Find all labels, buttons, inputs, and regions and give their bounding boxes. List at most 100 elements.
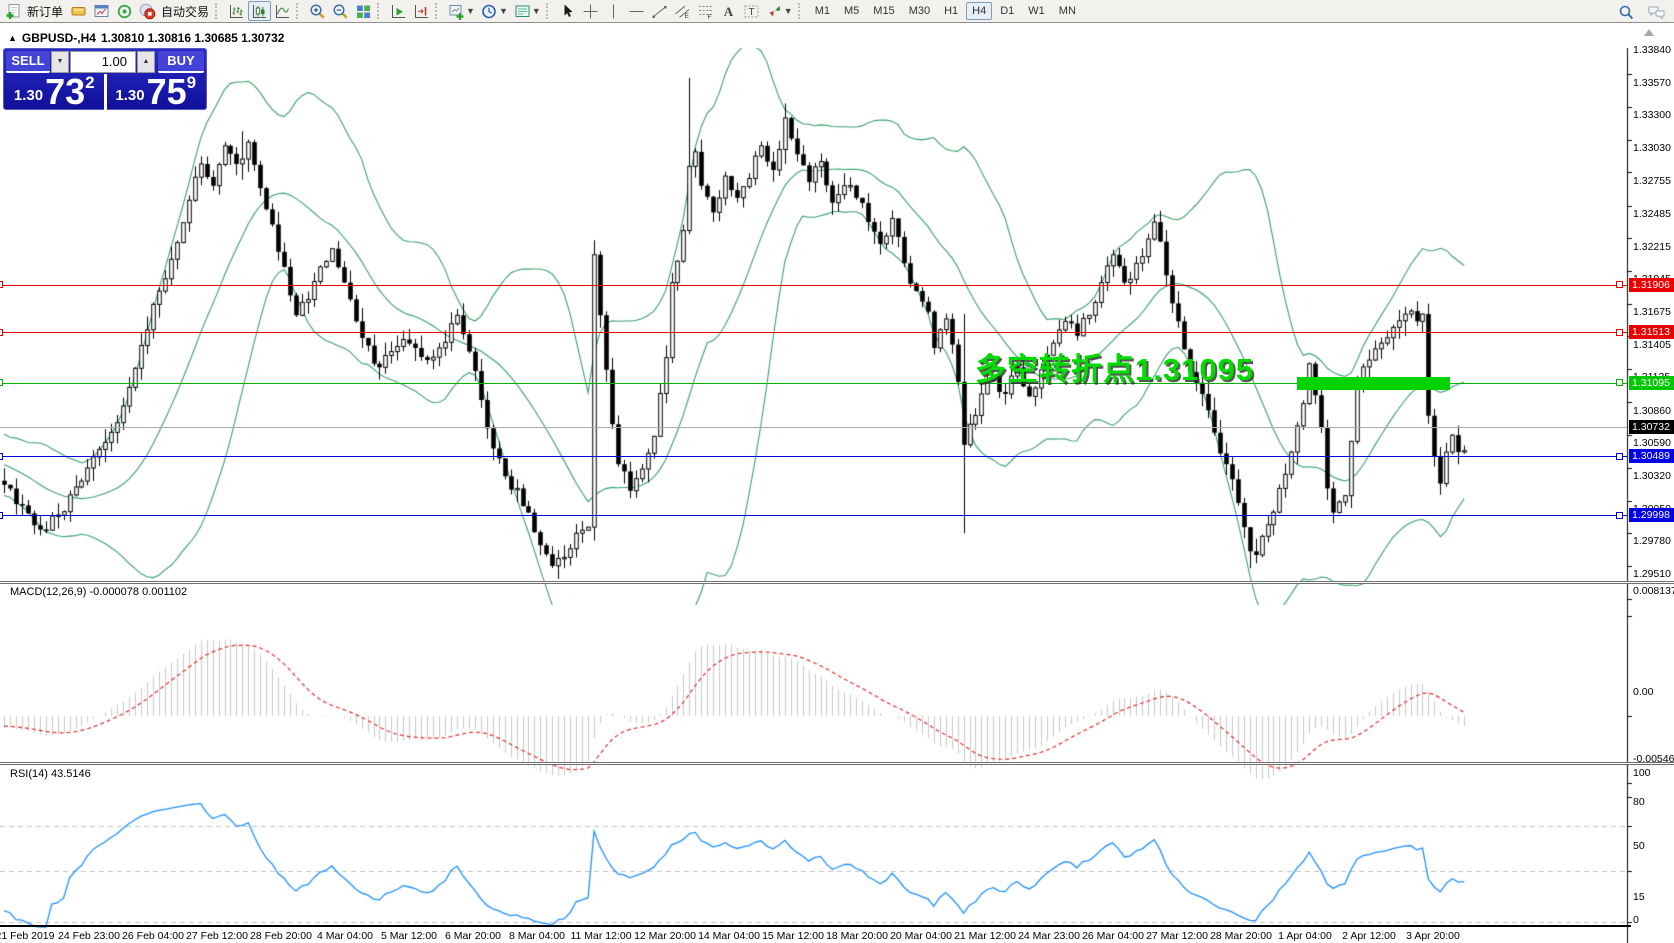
time-tick-label: 27 Mar 12:00 — [1146, 930, 1208, 942]
price-tick-label: 1.30590 — [1633, 437, 1671, 450]
line-anchor-handle[interactable] — [1616, 379, 1623, 387]
tab-timeframe-H4[interactable]: H4 — [966, 2, 993, 20]
zoom-in-button[interactable] — [306, 1, 329, 21]
chat-icon[interactable] — [1644, 2, 1669, 22]
bar-chart-button[interactable] — [225, 1, 248, 21]
tab-timeframe-MN[interactable]: MN — [1058, 5, 1076, 17]
fibonacci-button[interactable]: F — [694, 1, 717, 21]
support-line[interactable] — [0, 456, 1627, 458]
line-anchor-handle[interactable] — [1616, 328, 1623, 336]
zoom-out-button[interactable] — [329, 1, 352, 21]
one-click-trading-panel: SELL ▼ 1.00 ▲ BUY 1.30 73 2 1.30 75 9 — [3, 48, 207, 110]
new-order-label[interactable]: 新订单 — [27, 4, 64, 19]
templates-button[interactable]: ▼ — [511, 1, 544, 21]
panel-collapse-icon[interactable]: ▲ — [8, 33, 17, 43]
new-window-button[interactable] — [90, 1, 113, 21]
periods-button[interactable]: ▼ — [478, 1, 511, 21]
support-line[interactable] — [0, 515, 1627, 517]
new-chart-button[interactable]: ▼ — [445, 1, 478, 21]
arrows-button[interactable]: ▼ — [763, 1, 796, 21]
tab-timeframe-D1[interactable]: D1 — [1000, 5, 1015, 17]
autotrading-label[interactable]: 自动交易 — [161, 4, 210, 19]
line-anchor-handle[interactable] — [1616, 452, 1623, 460]
current-price-line[interactable] — [0, 426, 1627, 428]
price-tick-label: 1.31405 — [1633, 338, 1671, 351]
pane-divider-macd[interactable] — [0, 581, 1674, 584]
chart-canvas[interactable] — [0, 24, 1674, 943]
chevron-down-icon[interactable]: ▼ — [783, 6, 793, 16]
price-tick-label: 1.33840 — [1633, 43, 1671, 56]
line-anchor-handle[interactable] — [0, 281, 3, 288]
toolbar-grip — [545, 3, 552, 19]
time-tick-label: 8 Mar 04:00 — [508, 930, 566, 942]
line-anchor-handle[interactable] — [0, 511, 3, 519]
tab-timeframe-M30[interactable]: M30 — [908, 5, 931, 17]
volume-decrease-button[interactable]: ▼ — [51, 51, 69, 73]
chevron-down-icon[interactable]: ▼ — [466, 6, 475, 16]
buy-price-prefix: 1.30 — [115, 87, 145, 104]
text-button[interactable]: A — [717, 1, 740, 21]
pivot-highlight-bar[interactable] — [1297, 377, 1450, 390]
sell-price-pip: 2 — [85, 73, 95, 92]
price-tick-label: 1.33570 — [1633, 76, 1671, 89]
tab-timeframe-H1[interactable]: H1 — [944, 5, 959, 17]
autotrading-button[interactable] — [136, 1, 159, 21]
chart-shift-icon — [413, 3, 430, 20]
chart-shift-button[interactable] — [410, 1, 433, 21]
time-tick-label: 21 Feb 2019 — [0, 930, 55, 942]
label-button[interactable]: T — [740, 1, 763, 21]
horizontal-line-button[interactable] — [625, 1, 648, 21]
tab-timeframe-W1[interactable]: W1 — [1028, 5, 1045, 17]
sell-price[interactable]: 1.30 73 2 — [6, 73, 103, 110]
price-scale-arrow-icon[interactable] — [1644, 29, 1654, 36]
toolbar-grip — [215, 3, 221, 19]
volume-input[interactable]: 1.00 — [70, 51, 136, 73]
sell-price-prefix: 1.30 — [13, 87, 44, 104]
clock-icon — [481, 3, 498, 20]
profiles-button[interactable] — [67, 1, 90, 21]
time-tick-label: 26 Feb 04:00 — [122, 930, 184, 942]
crosshair-button[interactable] — [579, 1, 602, 21]
rsi-tick-label: 50 — [1633, 840, 1645, 852]
volume-increase-button[interactable]: ▲ — [137, 51, 155, 73]
buy-button[interactable]: BUY — [158, 51, 204, 73]
line-anchor-handle[interactable] — [1616, 281, 1623, 288]
candle-chart-button[interactable] — [248, 1, 272, 21]
tab-timeframe-M5[interactable]: M5 — [844, 5, 860, 17]
resistance-line[interactable] — [0, 332, 1627, 334]
signals-button[interactable] — [113, 1, 136, 21]
price-separator — [103, 74, 107, 110]
tile-windows-button[interactable] — [352, 1, 375, 21]
chevron-down-icon[interactable]: ▼ — [498, 6, 508, 16]
search-icon[interactable] — [1615, 2, 1638, 22]
fibo-icon: F — [697, 3, 714, 20]
time-axis-line — [0, 925, 1631, 927]
sell-button[interactable]: SELL — [6, 51, 50, 73]
pivot-annotation-text[interactable]: 多空转折点1.31095 — [975, 352, 1255, 387]
autoscroll-button[interactable] — [387, 1, 410, 21]
time-tick-label: 5 Mar 12:00 — [380, 930, 438, 942]
tab-timeframe-M1[interactable]: M1 — [814, 5, 830, 17]
time-tick-label: 11 Mar 12:00 — [570, 930, 632, 942]
line-anchor-handle[interactable] — [1616, 511, 1623, 519]
vertical-line-button[interactable] — [602, 1, 625, 21]
time-tick-label: 24 Feb 23:00 — [58, 930, 120, 942]
rsi-tick-label: 0 — [1633, 913, 1639, 926]
pane-divider-rsi[interactable] — [0, 762, 1674, 765]
pivot-line[interactable] — [0, 382, 1627, 384]
trendline-button[interactable] — [648, 1, 671, 21]
line-anchor-handle[interactable] — [0, 379, 3, 387]
channel-button[interactable]: E — [671, 1, 694, 21]
svg-text:F: F — [707, 14, 711, 20]
cursor-button[interactable] — [556, 1, 579, 21]
buy-price[interactable]: 1.30 75 9 — [108, 73, 205, 110]
line-anchor-handle[interactable] — [0, 452, 3, 460]
line-anchor-handle[interactable] — [0, 328, 3, 336]
resistance-line[interactable] — [0, 284, 1627, 286]
tab-timeframe-M15[interactable]: M15 — [873, 5, 895, 17]
doc-plus-icon — [5, 3, 22, 20]
chevron-down-icon[interactable]: ▼ — [531, 6, 541, 16]
symbol-period-label: GBPUSD-,H4 — [21, 31, 96, 45]
line-chart-button[interactable] — [271, 1, 294, 21]
new-order-button[interactable] — [2, 1, 25, 21]
